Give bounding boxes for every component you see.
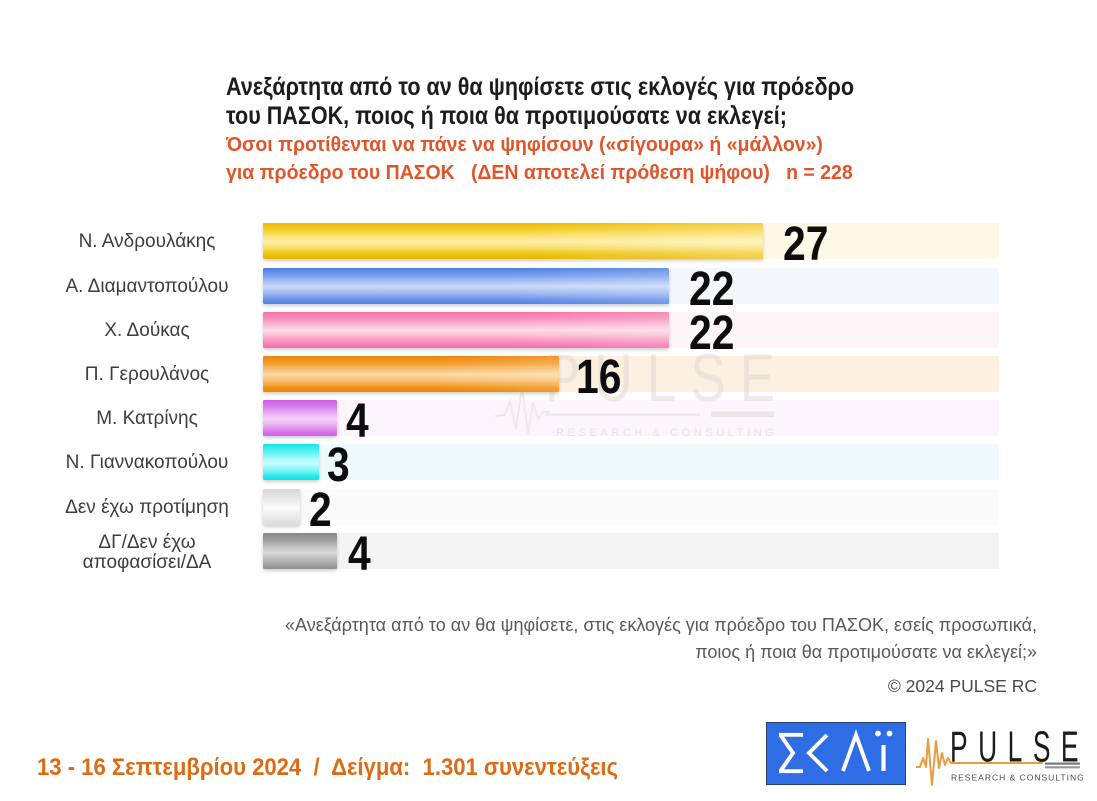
svg-text:RESEARCH & CONSULTING: RESEARCH & CONSULTING: [951, 773, 1085, 783]
svg-text:RESEARCH & CONSULTING: RESEARCH & CONSULTING: [556, 427, 777, 439]
svg-text:PULSE: PULSE: [545, 340, 789, 415]
